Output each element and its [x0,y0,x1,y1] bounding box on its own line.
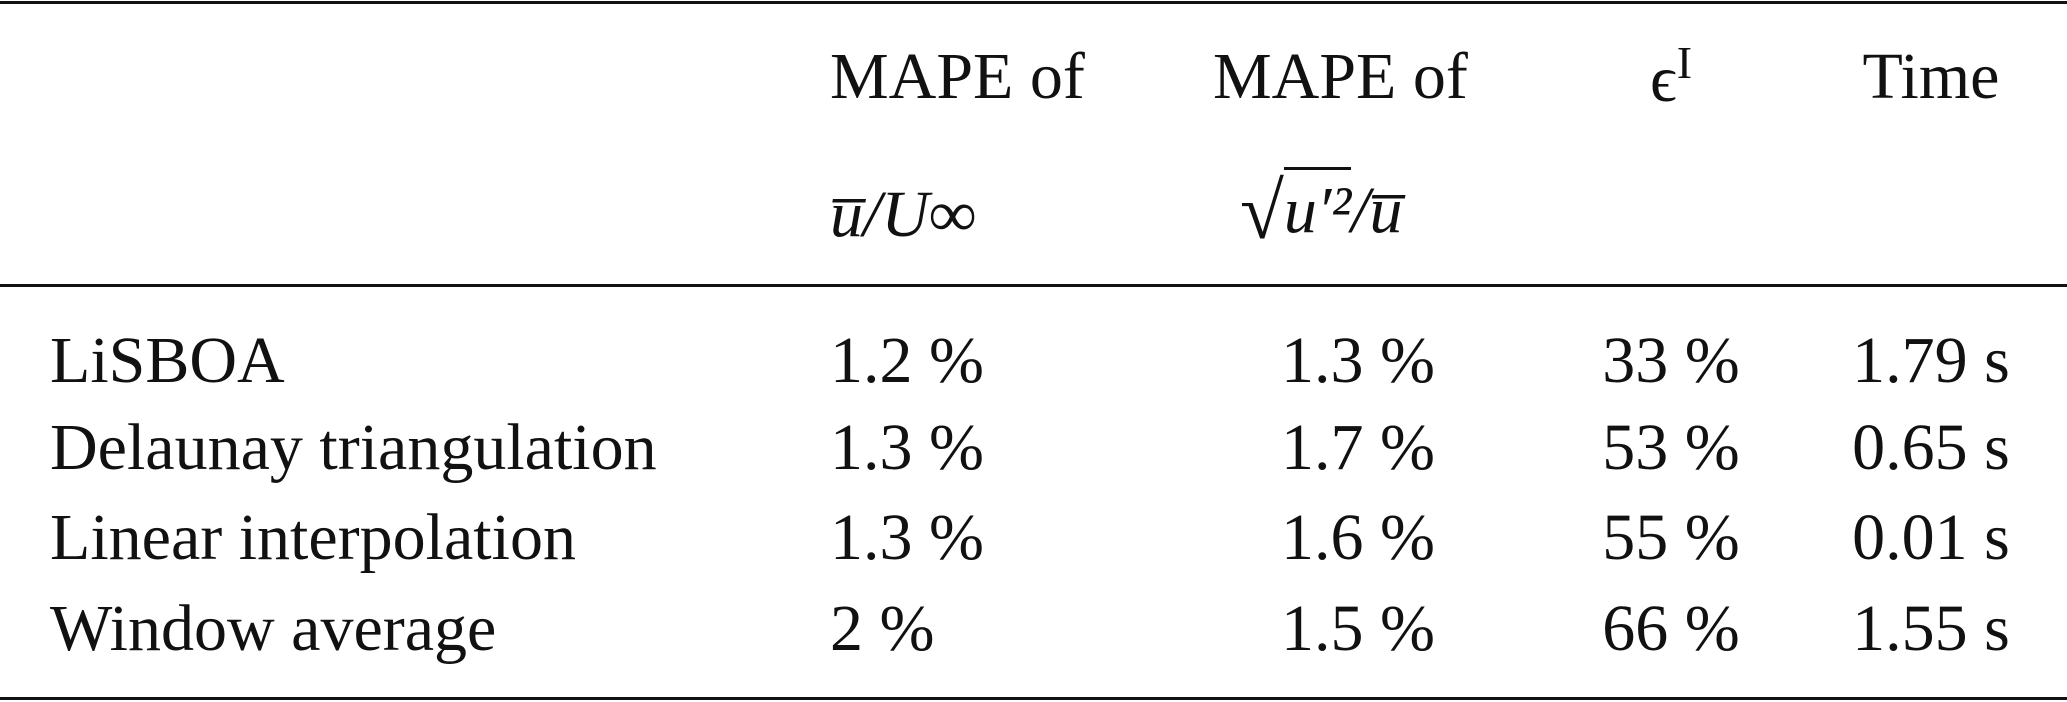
symbol: ϵ [1649,43,1677,116]
cell: 1.79 s [1852,324,2010,397]
cell: 0.65 s [1852,411,2010,484]
top-rule [0,1,2067,4]
row-label: LiSBOA [50,324,285,397]
cell: 1.6 % [1281,501,1435,574]
cell: 1.5 % [1281,592,1435,665]
header-math: u̅/U∞ [830,178,977,251]
bottom-rule [0,697,2067,700]
cell: 1.3 % [830,411,984,484]
cell: 1.3 % [1281,324,1435,397]
header-text: Time [1862,40,2000,113]
header-math: √u′²/u̅ [1240,167,1403,252]
row-label: Linear interpolation [50,501,576,574]
cell: 53 % [1602,411,1740,484]
cell: 2 % [830,592,935,665]
cell: 1.2 % [830,324,984,397]
mid-rule [0,284,2067,287]
cell: 1.3 % [830,501,984,574]
cell: 1.7 % [1281,411,1435,484]
radicand: u′² [1283,167,1352,247]
tail: /u̅ [1351,174,1403,247]
cell: 33 % [1602,324,1740,397]
header-text: MAPE of [830,40,1085,113]
row-label: Window average [50,592,497,665]
cell: 66 % [1602,592,1740,665]
cell: 0.01 s [1852,501,2010,574]
cell: 55 % [1602,501,1740,574]
sqrt-sign: √ [1240,168,1284,256]
cell: 1.55 s [1852,592,2010,665]
superscript: I [1676,37,1693,88]
header-math: ϵI [1650,40,1692,113]
row-label: Delaunay triangulation [50,411,657,484]
header-text: MAPE of [1213,40,1468,113]
